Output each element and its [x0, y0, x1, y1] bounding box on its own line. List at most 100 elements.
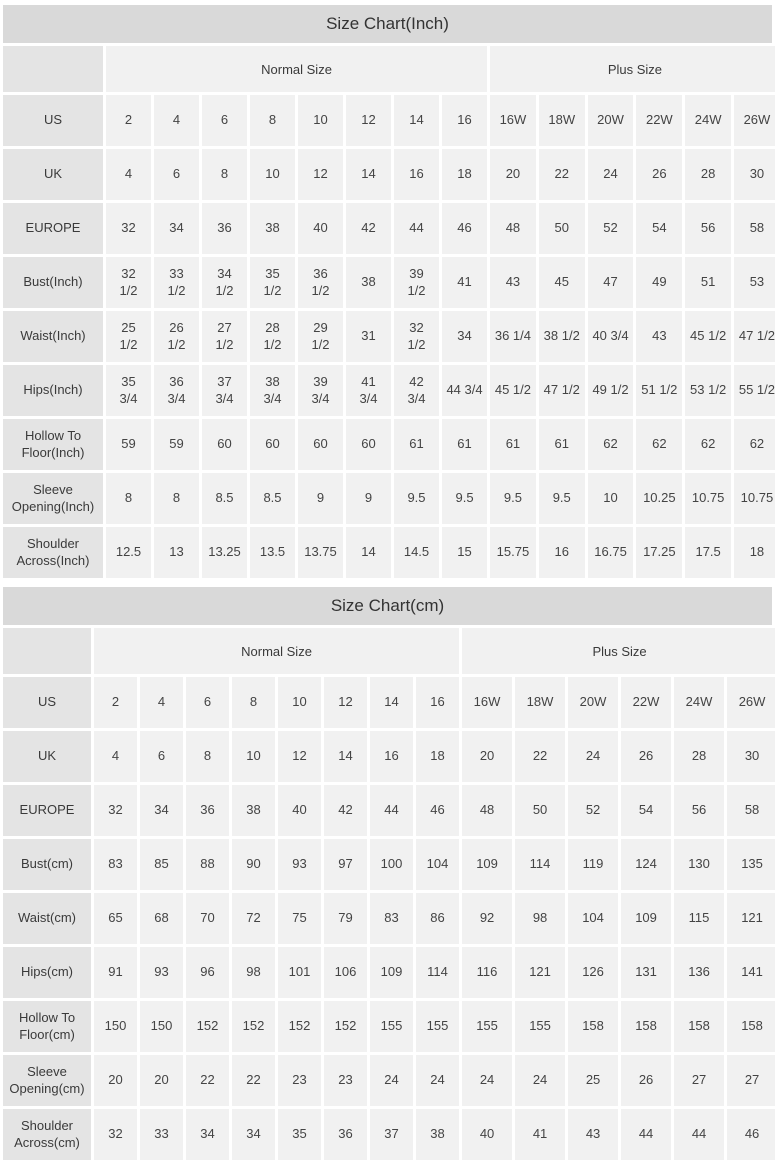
size-value-cell: 61: [538, 419, 585, 470]
size-value-cell: 60: [298, 419, 343, 470]
row-label-uk: UK: [3, 731, 91, 782]
size-value-cell: 47: [587, 257, 634, 308]
size-value-cell: 34: [186, 1109, 229, 1160]
size-value-cell: 37: [370, 1109, 413, 1160]
size-value-cell: 20W: [587, 95, 634, 146]
row-label-us: US: [3, 95, 103, 146]
size-value-cell: 116: [462, 947, 513, 998]
size-value-cell: 46: [416, 785, 460, 836]
size-value-cell: 44: [370, 785, 413, 836]
size-value-cell: 4: [106, 149, 151, 200]
size-value-cell: 131: [621, 947, 672, 998]
size-value-cell: 38 3/4: [250, 365, 295, 416]
size-value-cell: 38: [346, 257, 391, 308]
size-value-cell: 109: [370, 947, 413, 998]
row-label-hollow-to-floor-inch-: Hollow To Floor(Inch): [3, 419, 103, 470]
size-value-cell: 34: [442, 311, 488, 362]
size-value-cell: 130: [674, 839, 725, 890]
size-value-cell: 152: [324, 1001, 367, 1052]
size-value-cell: 90: [232, 839, 275, 890]
size-value-cell: 14: [346, 527, 391, 578]
size-value-cell: 24W: [685, 95, 732, 146]
size-value-cell: 152: [186, 1001, 229, 1052]
size-value-cell: 28: [685, 149, 732, 200]
size-value-cell: 24: [568, 731, 619, 782]
size-value-cell: 36 1/4: [490, 311, 536, 362]
size-value-cell: 37 3/4: [202, 365, 247, 416]
size-value-cell: 8.5: [250, 473, 295, 524]
size-value-cell: 46: [442, 203, 488, 254]
row-label-europe: EUROPE: [3, 785, 91, 836]
size-value-cell: 60: [202, 419, 247, 470]
size-value-cell: 83: [370, 893, 413, 944]
size-value-cell: 44: [674, 1109, 725, 1160]
table-row: Hollow To Floor(cm) 150 150 152 152 152 152 155…: [3, 1001, 775, 1052]
size-value-cell: 6: [186, 677, 229, 728]
size-value-cell: 114: [416, 947, 460, 998]
size-value-cell: 16: [370, 731, 413, 782]
size-value-cell: 101: [278, 947, 321, 998]
size-value-cell: 4: [94, 731, 137, 782]
table-row: US 2 4 6 8 10 12 14 16 16W 18W 20W 22W 24W 26W: [3, 95, 775, 146]
size-value-cell: 17.5: [685, 527, 732, 578]
size-value-cell: 24: [416, 1055, 460, 1106]
corner-cell: [3, 628, 91, 674]
size-value-cell: 9.5: [538, 473, 585, 524]
size-value-cell: 141: [727, 947, 775, 998]
size-value-cell: 93: [140, 947, 183, 998]
size-value-cell: 27: [674, 1055, 725, 1106]
size-value-cell: 42 3/4: [394, 365, 439, 416]
size-value-cell: 6: [140, 731, 183, 782]
size-value-cell: 158: [727, 1001, 775, 1052]
size-value-cell: 35 3/4: [106, 365, 151, 416]
size-value-cell: 45: [538, 257, 585, 308]
size-value-cell: 17.25: [636, 527, 683, 578]
size-value-cell: 24W: [674, 677, 725, 728]
size-value-cell: 61: [394, 419, 439, 470]
size-value-cell: 62: [734, 419, 775, 470]
size-value-cell: 26: [636, 149, 683, 200]
size-value-cell: 53 1/2: [685, 365, 732, 416]
size-value-cell: 22: [538, 149, 585, 200]
size-value-cell: 20: [490, 149, 536, 200]
size-chart-inch-section: Size Chart(Inch) Normal Size Plus Size US 2…: [0, 5, 775, 581]
row-label-sleeve-opening-inch-: Sleeve Opening(Inch): [3, 473, 103, 524]
row-label-shoulder-across-inch-: Shoulder Across(Inch): [3, 527, 103, 578]
table-row: Waist(Inch) 25 1/2 26 1/2 27 1/2 28 1/2 29 1/…: [3, 311, 775, 362]
size-value-cell: 16W: [490, 95, 536, 146]
size-value-cell: 13.75: [298, 527, 343, 578]
size-value-cell: 46: [727, 1109, 775, 1160]
size-value-cell: 49: [636, 257, 683, 308]
size-value-cell: 13.25: [202, 527, 247, 578]
size-value-cell: 62: [636, 419, 683, 470]
row-label-hips-cm-: Hips(cm): [3, 947, 91, 998]
size-value-cell: 86: [416, 893, 460, 944]
size-value-cell: 43: [490, 257, 536, 308]
size-value-cell: 42: [324, 785, 367, 836]
size-value-cell: 88: [186, 839, 229, 890]
size-value-cell: 38 1/2: [538, 311, 585, 362]
size-value-cell: 50: [538, 203, 585, 254]
size-value-cell: 12: [324, 677, 367, 728]
size-value-cell: 8.5: [202, 473, 247, 524]
row-label-hips-inch-: Hips(Inch): [3, 365, 103, 416]
size-value-cell: 34: [232, 1109, 275, 1160]
size-value-cell: 9.5: [490, 473, 536, 524]
size-value-cell: 41: [515, 1109, 566, 1160]
table-row: Hollow To Floor(Inch) 59 59 60 60 60 60 61 61 61 6…: [3, 419, 775, 470]
size-value-cell: 13: [154, 527, 199, 578]
size-value-cell: 158: [674, 1001, 725, 1052]
size-value-cell: 38: [250, 203, 295, 254]
size-value-cell: 8: [106, 473, 151, 524]
row-label-us: US: [3, 677, 91, 728]
size-value-cell: 65: [94, 893, 137, 944]
size-value-cell: 96: [186, 947, 229, 998]
size-value-cell: 8: [186, 731, 229, 782]
size-value-cell: 26: [621, 731, 672, 782]
size-value-cell: 44: [394, 203, 439, 254]
size-value-cell: 158: [568, 1001, 619, 1052]
size-value-cell: 47 1/2: [538, 365, 585, 416]
table-row: EUROPE 32 34 36 38 40 42 44 46 48 50 52 54 56 58: [3, 203, 775, 254]
size-value-cell: 48: [490, 203, 536, 254]
size-value-cell: 10: [587, 473, 634, 524]
